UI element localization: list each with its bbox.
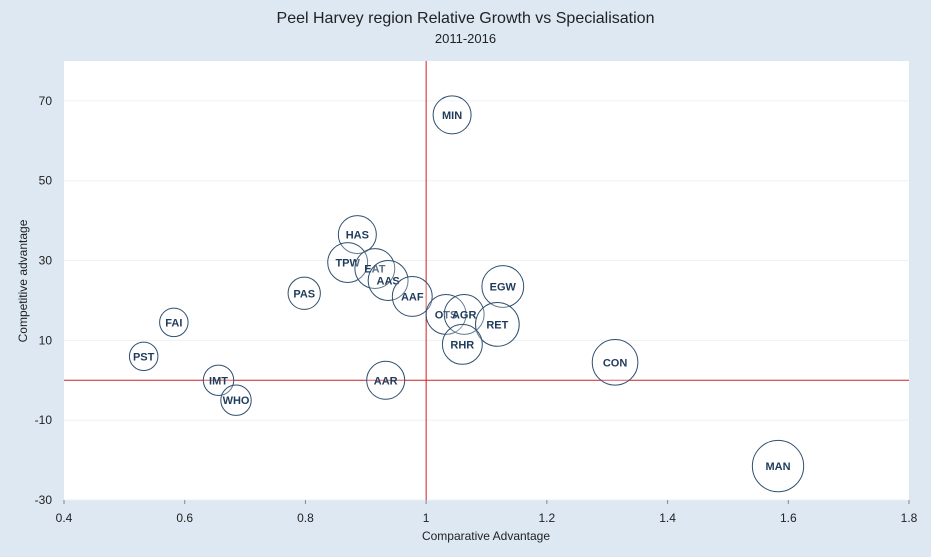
bubble-label: EGW: [490, 281, 517, 293]
y-tick-label: -10: [35, 413, 53, 427]
y-tick-label: 10: [39, 333, 53, 347]
bubble-label: FAI: [165, 317, 182, 329]
bubble-aaf: AAF: [391, 276, 433, 317]
x-tick-label: 1.4: [659, 511, 676, 525]
chart-subtitle: 2011-2016: [434, 31, 497, 46]
bubble-egw: EGW: [481, 265, 525, 308]
bubble-label: AAR: [374, 375, 398, 387]
bubble-circle: [475, 302, 520, 347]
bubble-circle: [220, 384, 252, 416]
bubble-label: IMT: [209, 375, 228, 387]
plot-area: [64, 61, 909, 500]
bubble-circle: [367, 260, 409, 301]
bubble-circle: [441, 323, 483, 365]
bubble-label: PST: [133, 351, 155, 363]
y-axis-title: Competitive advantage: [16, 219, 30, 342]
bubble-circle: [366, 360, 406, 400]
bubble-label: CON: [603, 357, 628, 369]
x-tick-label: 1: [423, 511, 430, 525]
bubble-circle: [159, 307, 189, 338]
x-tick-label: 1.6: [780, 511, 797, 525]
bubble-pst: PST: [128, 341, 159, 372]
bubble-fai: FAI: [159, 307, 189, 338]
bubble-label: RET: [486, 319, 508, 331]
y-tick-label: 50: [39, 174, 53, 188]
y-tick-label: -30: [35, 493, 53, 507]
bubble-imt: IMT: [202, 364, 235, 396]
bubble-circle: [327, 242, 369, 283]
bubble-circle: [287, 276, 321, 310]
bubble-label: PAS: [293, 288, 315, 300]
bubble-min: MIN: [432, 95, 472, 135]
chart-title: Peel Harvey region Relative Growth vs Sp…: [276, 10, 655, 27]
bubble-label: OTS: [435, 309, 458, 321]
x-axis-title: Comparative Advantage: [422, 529, 550, 543]
bubble-has: HAS: [337, 215, 377, 255]
x-tick-label: 0.4: [56, 511, 73, 525]
bubble-label: AAS: [377, 276, 400, 288]
bubble-circle: [128, 341, 159, 372]
bubble-agr: AGR: [443, 293, 485, 335]
x-tick-label: 0.6: [176, 511, 193, 525]
x-tick-label: 1.8: [901, 511, 918, 525]
bubble-aas: AAS: [367, 260, 409, 301]
x-tick-label: 0.8: [297, 511, 314, 525]
bubble-label: WHO: [223, 395, 250, 407]
bubble-label: TPW: [335, 258, 360, 270]
bubble-ret: RET: [475, 302, 520, 347]
bubble-pas: PAS: [287, 276, 321, 310]
bubble-circle: [751, 439, 805, 493]
bubble-man: MAN: [751, 439, 805, 493]
x-tick-label: 1.2: [539, 511, 556, 525]
bubble-tpw: TPW: [327, 242, 369, 283]
y-tick-label: 70: [39, 94, 53, 108]
bubble-label: AGR: [452, 309, 477, 321]
bubble-circle: [591, 339, 639, 386]
bubble-circle: [443, 293, 485, 335]
bubble-rhr: RHR: [441, 323, 483, 365]
bubble-label: MIN: [442, 110, 462, 122]
bubble-who: WHO: [220, 384, 252, 416]
bubble-label: HAS: [346, 230, 369, 242]
bubble-con: CON: [591, 339, 639, 386]
bubble-circle: [425, 293, 467, 335]
bubble-circle: [391, 276, 433, 317]
bubble-circle: [337, 215, 377, 255]
bubble-eat: EAT: [354, 248, 396, 289]
bubble-circle: [432, 95, 472, 135]
bubble-circle: [481, 265, 525, 308]
bubble-circle: [202, 364, 235, 396]
bubble-circle: [354, 248, 396, 289]
bubble-label: AAF: [401, 291, 424, 303]
bubble-aar: AAR: [366, 360, 406, 400]
bubble-label: RHR: [450, 339, 474, 351]
bubble-ots: OTS: [425, 293, 467, 335]
y-tick-label: 30: [39, 254, 53, 268]
bubble-label: MAN: [765, 461, 790, 473]
